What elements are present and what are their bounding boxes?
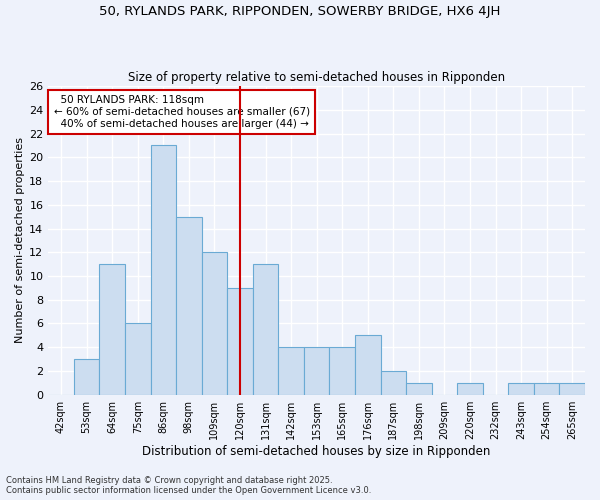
Bar	[176, 216, 202, 394]
Bar	[329, 347, 355, 395]
Bar	[100, 264, 125, 394]
Bar	[151, 146, 176, 394]
Bar	[355, 336, 380, 394]
Bar	[304, 347, 329, 395]
Bar	[253, 264, 278, 394]
Bar	[125, 324, 151, 394]
Text: 50 RYLANDS PARK: 118sqm
← 60% of semi-detached houses are smaller (67)
  40% of : 50 RYLANDS PARK: 118sqm ← 60% of semi-de…	[53, 96, 310, 128]
Bar	[508, 383, 534, 394]
Bar	[534, 383, 559, 394]
Bar	[74, 359, 100, 394]
Bar	[278, 347, 304, 395]
Bar	[559, 383, 585, 394]
Bar	[406, 383, 431, 394]
Bar	[457, 383, 483, 394]
Y-axis label: Number of semi-detached properties: Number of semi-detached properties	[15, 138, 25, 344]
X-axis label: Distribution of semi-detached houses by size in Ripponden: Distribution of semi-detached houses by …	[142, 444, 491, 458]
Text: Contains HM Land Registry data © Crown copyright and database right 2025.
Contai: Contains HM Land Registry data © Crown c…	[6, 476, 371, 495]
Bar	[227, 288, 253, 395]
Title: Size of property relative to semi-detached houses in Ripponden: Size of property relative to semi-detach…	[128, 70, 505, 84]
Bar	[202, 252, 227, 394]
Text: 50, RYLANDS PARK, RIPPONDEN, SOWERBY BRIDGE, HX6 4JH: 50, RYLANDS PARK, RIPPONDEN, SOWERBY BRI…	[100, 5, 500, 18]
Bar	[380, 371, 406, 394]
